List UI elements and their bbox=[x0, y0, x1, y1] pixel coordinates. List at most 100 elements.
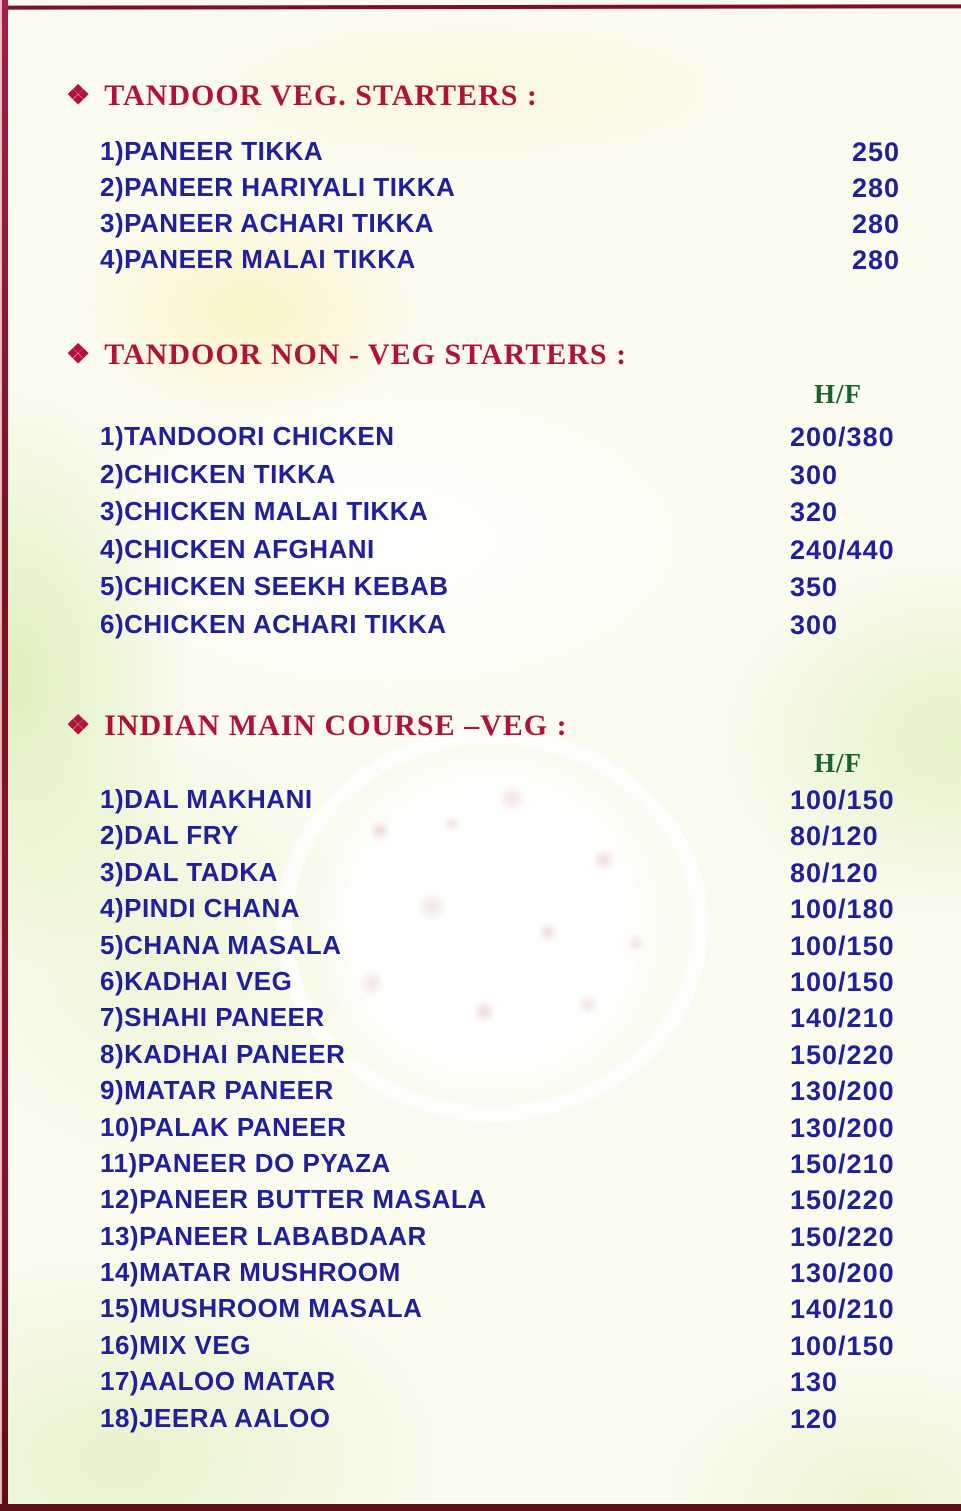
section-title-tandoor-nonveg-starters: ❖ TANDOOR NON - VEG STARTERS : bbox=[66, 337, 961, 373]
menu-item-price: 130 bbox=[790, 1367, 839, 1398]
menu-item-row: 5)CHANA MASALA 100/150 bbox=[100, 930, 961, 966]
menu-item-label: 2)PANEER HARIYALI TIKKA bbox=[100, 172, 456, 202]
menu-item-row: 6)CHICKEN ACHARI TIKKA 300 bbox=[100, 609, 961, 647]
menu-item-price: 120 bbox=[790, 1403, 839, 1434]
menu-item-label: 11)PANEER DO PYAZA bbox=[100, 1147, 391, 1178]
menu-item-row: 14)MATAR MUSHROOM 130/200 bbox=[100, 1257, 961, 1293]
price-column-header: H/F bbox=[814, 379, 862, 409]
menu-item-row: 1)PANEER TIKKA 250 bbox=[100, 136, 961, 172]
menu-item-row: 9)MATAR PANEER 130/200 bbox=[100, 1075, 961, 1111]
section-tandoor-nonveg-starters: 1)TANDOORI CHICKEN 200/380 2)CHICKEN TIK… bbox=[100, 421, 961, 646]
menu-item-label: 9)MATAR PANEER bbox=[100, 1075, 334, 1106]
menu-item-row: 16)MIX VEG 100/150 bbox=[100, 1330, 961, 1366]
menu-item-price: 280 bbox=[852, 173, 901, 203]
menu-item-price: 150/220 bbox=[790, 1221, 895, 1252]
menu-item-price: 200/380 bbox=[790, 422, 895, 452]
menu-item-price: 320 bbox=[790, 497, 839, 527]
menu-item-row: 5)CHICKEN SEEKH KEBAB 350 bbox=[100, 571, 961, 609]
menu-item-label: 10)PALAK PANEER bbox=[100, 1111, 347, 1142]
page-border-bottom bbox=[0, 1504, 961, 1511]
menu-item-row: 3)DAL TADKA 80/120 bbox=[100, 857, 961, 893]
menu-item-price: 140/210 bbox=[790, 1294, 895, 1325]
menu-item-row: 10)PALAK PANEER 130/200 bbox=[100, 1112, 961, 1148]
menu-item-price: 350 bbox=[790, 572, 839, 602]
menu-item-price: 80/120 bbox=[790, 821, 879, 852]
menu-item-label: 6)CHICKEN ACHARI TIKKA bbox=[100, 608, 447, 639]
menu-item-row: 11)PANEER DO PYAZA 150/210 bbox=[100, 1148, 961, 1184]
menu-item-label: 17)AALOO MATAR bbox=[100, 1366, 336, 1397]
menu-item-label: 18)JEERA AALOO bbox=[100, 1402, 331, 1433]
menu-item-row: 3)PANEER ACHARI TIKKA 280 bbox=[100, 208, 961, 244]
menu-item-row: 2)PANEER HARIYALI TIKKA 280 bbox=[100, 172, 961, 208]
menu-item-label: 2)CHICKEN TIKKA bbox=[100, 458, 336, 489]
menu-item-price: 300 bbox=[790, 609, 839, 640]
menu-item-label: 4)PINDI CHANA bbox=[100, 893, 301, 924]
menu-item-price: 100/150 bbox=[790, 966, 895, 997]
section-title-tandoor-veg-starters: ❖ TANDOOR VEG. STARTERS : bbox=[66, 0, 961, 114]
menu-item-row: 15)MUSHROOM MASALA 140/210 bbox=[100, 1293, 961, 1329]
section-title-text: TANDOOR NON - VEG STARTERS : bbox=[104, 338, 628, 371]
menu-item-row: 2)CHICKEN TIKKA 300 bbox=[100, 459, 961, 497]
menu-item-label: 5)CHANA MASALA bbox=[100, 929, 342, 960]
menu-item-label: 4)PANEER MALAI TIKKA bbox=[100, 244, 416, 274]
menu-item-row: 1)DAL MAKHANI 100/150 bbox=[100, 784, 961, 820]
menu-item-row: 4)CHICKEN AFGHANI 240/440 bbox=[100, 534, 961, 572]
menu-item-row: 1)TANDOORI CHICKEN 200/380 bbox=[100, 421, 961, 459]
page-border-left bbox=[2, 0, 8, 1511]
section-title-text: INDIAN MAIN COURSE –VEG : bbox=[104, 709, 568, 742]
menu-item-price: 150/210 bbox=[790, 1148, 895, 1179]
menu-item-label: 6)KADHAI VEG bbox=[100, 965, 293, 996]
page-border-left-outer bbox=[0, 0, 2, 1511]
menu-item-price: 130/200 bbox=[790, 1112, 895, 1143]
diamond-bullet-icon: ❖ bbox=[66, 710, 92, 740]
menu-item-price: 150/220 bbox=[790, 1039, 895, 1070]
menu-item-row: 4)PINDI CHANA 100/180 bbox=[100, 893, 961, 929]
menu-item-row: 8)KADHAI PANEER 150/220 bbox=[100, 1039, 961, 1075]
menu-item-label: 4)CHICKEN AFGHANI bbox=[100, 533, 375, 564]
menu-item-price: 80/120 bbox=[790, 857, 879, 888]
section-title-text: TANDOOR VEG. STARTERS : bbox=[104, 79, 538, 112]
menu-item-label: 13)PANEER LABABDAAR bbox=[100, 1220, 427, 1251]
menu-item-label: 3)CHICKEN MALAI TIKKA bbox=[100, 496, 429, 526]
menu-item-price: 130/200 bbox=[790, 1076, 895, 1107]
menu-item-label: 16)MIX VEG bbox=[100, 1329, 251, 1360]
menu-item-label: 1)TANDOORI CHICKEN bbox=[100, 421, 395, 451]
menu-item-price: 250 bbox=[852, 137, 901, 167]
menu-item-label: 8)KADHAI PANEER bbox=[100, 1038, 346, 1069]
section-tandoor-veg-starters: 1)PANEER TIKKA 250 2)PANEER HARIYALI TIK… bbox=[100, 136, 961, 280]
menu-item-row: 13)PANEER LABABDAAR 150/220 bbox=[100, 1221, 961, 1257]
menu-item-row: 3)CHICKEN MALAI TIKKA 320 bbox=[100, 496, 961, 534]
menu-item-label: 7)SHAHI PANEER bbox=[100, 1002, 325, 1033]
menu-item-label: 2)DAL FRY bbox=[100, 820, 239, 851]
menu-item-price: 300 bbox=[790, 459, 839, 490]
menu-item-price: 280 bbox=[852, 245, 901, 275]
price-column-header: H/F bbox=[814, 748, 862, 778]
menu-item-label: 3)DAL TADKA bbox=[100, 856, 278, 887]
menu-item-row: 18)JEERA AALOO 120 bbox=[100, 1403, 961, 1439]
menu-item-price: 140/210 bbox=[790, 1003, 895, 1034]
menu-item-row: 7)SHAHI PANEER 140/210 bbox=[100, 1002, 961, 1038]
diamond-bullet-icon: ❖ bbox=[66, 80, 92, 110]
menu-item-row: 12)PANEER BUTTER MASALA 150/220 bbox=[100, 1184, 961, 1220]
menu-item-price: 100/150 bbox=[790, 930, 895, 961]
menu-content: ❖ TANDOOR VEG. STARTERS : 1)PANEER TIKKA … bbox=[66, 0, 961, 1439]
menu-item-label: 12)PANEER BUTTER MASALA bbox=[100, 1184, 487, 1215]
section-indian-main-course-veg: 1)DAL MAKHANI 100/150 2)DAL FRY 80/120 3… bbox=[100, 784, 961, 1439]
menu-item-price: 240/440 bbox=[790, 534, 895, 565]
menu-item-row: 17)AALOO MATAR 130 bbox=[100, 1366, 961, 1402]
menu-item-label: 5)CHICKEN SEEKH KEBAB bbox=[100, 571, 449, 601]
menu-item-label: 1)DAL MAKHANI bbox=[100, 784, 313, 814]
menu-item-row: 4)PANEER MALAI TIKKA 280 bbox=[100, 244, 961, 280]
diamond-bullet-icon: ❖ bbox=[66, 339, 92, 369]
menu-item-row: 6)KADHAI VEG 100/150 bbox=[100, 966, 961, 1002]
menu-item-price: 100/150 bbox=[790, 785, 895, 815]
rice-plate-photo bbox=[292, 744, 692, 1106]
menu-item-label: 14)MATAR MUSHROOM bbox=[100, 1257, 401, 1288]
menu-item-price: 150/220 bbox=[790, 1185, 895, 1216]
menu-item-price: 130/200 bbox=[790, 1258, 895, 1289]
menu-item-label: 3)PANEER ACHARI TIKKA bbox=[100, 208, 435, 238]
menu-item-row: 2)DAL FRY 80/120 bbox=[100, 820, 961, 856]
menu-item-label: 1)PANEER TIKKA bbox=[100, 136, 324, 166]
menu-item-price: 100/180 bbox=[790, 894, 895, 925]
